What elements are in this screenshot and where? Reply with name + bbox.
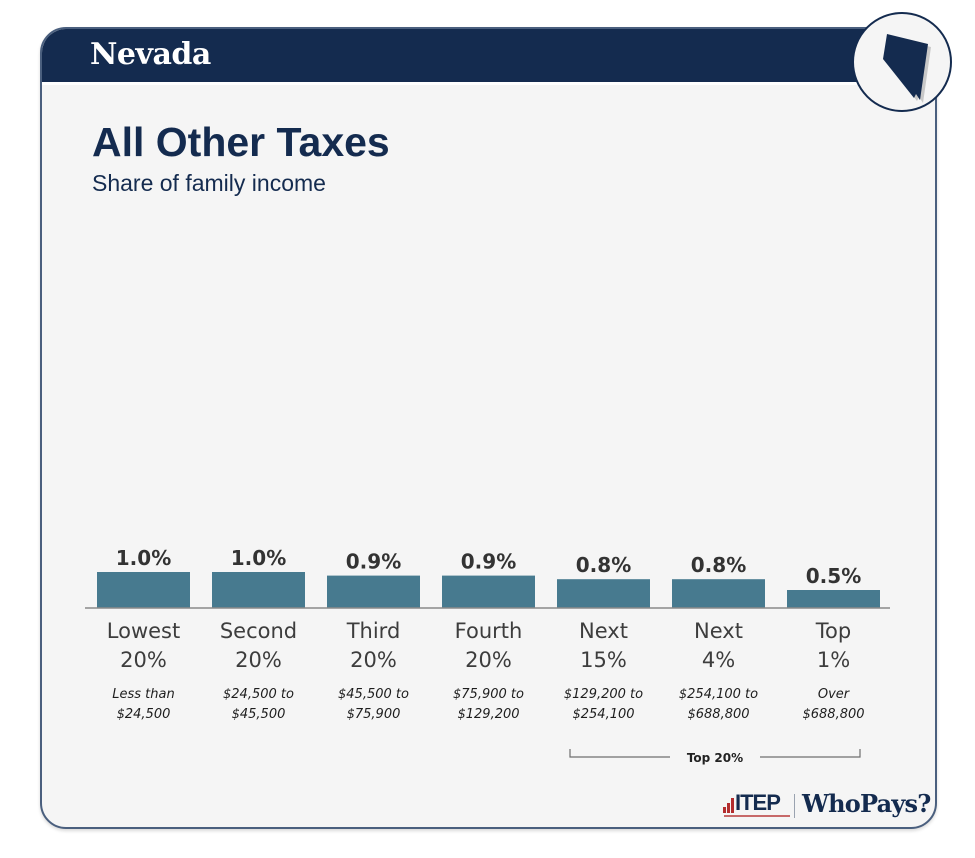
category-label: Next bbox=[579, 619, 628, 643]
income-range-label: $24,500 to bbox=[223, 687, 294, 702]
itep-tagline bbox=[724, 815, 790, 817]
whopays-logo: WhoPays? bbox=[802, 789, 931, 818]
itep-bars-icon bbox=[723, 797, 735, 813]
category-label: Next bbox=[694, 619, 743, 643]
income-range-label: $254,100 to bbox=[679, 687, 758, 702]
bar bbox=[557, 579, 650, 608]
category-share-label: 20% bbox=[350, 648, 397, 672]
bar-value-label: 0.9% bbox=[461, 550, 516, 574]
state-badge bbox=[852, 12, 952, 112]
bar-value-label: 1.0% bbox=[231, 546, 286, 570]
bar bbox=[327, 575, 420, 608]
bar bbox=[97, 572, 190, 608]
group-label: Top 20% bbox=[687, 751, 743, 765]
nevada-state-outline-icon bbox=[883, 34, 931, 103]
category-share-label: 20% bbox=[235, 648, 282, 672]
category-share-label: 15% bbox=[580, 648, 627, 672]
chart-subtitle: Share of family income bbox=[92, 170, 326, 196]
bar bbox=[672, 579, 765, 608]
income-range-label: $688,800 bbox=[687, 707, 749, 722]
bar-value-label: 0.5% bbox=[806, 564, 861, 588]
bar bbox=[212, 572, 305, 608]
category-label: Lowest bbox=[107, 619, 180, 643]
income-range-label: $688,800 bbox=[802, 707, 864, 722]
category-share-label: 4% bbox=[702, 648, 735, 672]
income-range-label: $45,500 bbox=[232, 707, 286, 722]
income-range-label: $254,100 bbox=[572, 707, 634, 722]
bars-layer bbox=[97, 572, 880, 608]
category-share-label: 20% bbox=[465, 648, 512, 672]
category-label: Top bbox=[815, 619, 851, 643]
group-bracket-left bbox=[569, 749, 670, 758]
income-range-label: $129,200 bbox=[457, 707, 519, 722]
income-range-label: $75,900 bbox=[347, 707, 401, 722]
group-annotation: Top 20% bbox=[569, 749, 861, 765]
category-share-label: 20% bbox=[120, 648, 167, 672]
chart-title: All Other Taxes bbox=[92, 119, 390, 165]
group-bracket-right bbox=[760, 749, 861, 758]
income-range-label: $75,900 to bbox=[453, 687, 524, 702]
bar-value-label: 0.8% bbox=[691, 553, 746, 577]
state-name: Nevada bbox=[90, 37, 211, 72]
income-range-label: $45,500 to bbox=[338, 687, 409, 702]
chart-card: Nevada All Other Taxes Share of family i… bbox=[40, 27, 937, 829]
income-range-label: $129,200 to bbox=[564, 687, 643, 702]
bar bbox=[442, 575, 535, 608]
category-label: Second bbox=[220, 619, 297, 643]
category-label: Fourth bbox=[455, 619, 523, 643]
income-range-label: $24,500 bbox=[117, 707, 171, 722]
category-label: Third bbox=[346, 619, 401, 643]
category-share-label: 1% bbox=[817, 648, 850, 672]
itep-logo: ITEP bbox=[735, 790, 781, 815]
logo-divider bbox=[794, 794, 795, 818]
income-range-label: Less than bbox=[112, 687, 174, 702]
income-range-label: Over bbox=[818, 687, 851, 702]
labels-layer: 1.0% Lowest 20% Less than $24,500 1.0% Second 2… bbox=[107, 546, 865, 722]
bar-value-label: 0.9% bbox=[346, 550, 401, 574]
bar bbox=[787, 590, 880, 608]
header-bar: Nevada bbox=[42, 29, 935, 85]
bar-value-label: 1.0% bbox=[116, 546, 171, 570]
bar-value-label: 0.8% bbox=[576, 553, 631, 577]
